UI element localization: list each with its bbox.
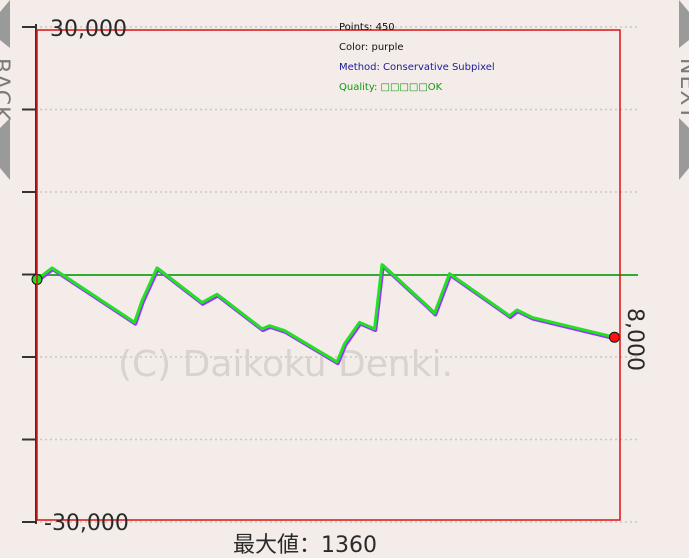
- back-label: BACK: [0, 58, 13, 122]
- next-arrow-lower-icon: [679, 118, 689, 180]
- info-color: Color: purple: [339, 42, 404, 53]
- info-quality: Quality: □□□□□OK: [339, 82, 443, 93]
- y-axis: [22, 24, 37, 524]
- back-arrow-icon: [0, 0, 10, 48]
- next-label: NEXT: [675, 58, 689, 120]
- x-end-label: 8,000: [622, 308, 647, 371]
- max-value-label: 最大値：1360: [233, 533, 377, 558]
- plot-frame: [36, 29, 621, 521]
- series-line: [36, 263, 615, 364]
- info-method: Method: Conservative Subpixel: [339, 62, 495, 73]
- info-panel: Points: 450 Color: purple Method: Conser…: [339, 22, 495, 93]
- y-max-label: 30,000: [50, 17, 127, 42]
- next-button[interactable]: NEXT: [675, 0, 689, 180]
- back-button[interactable]: BACK: [0, 0, 13, 180]
- y-min-label: -30,000: [44, 511, 129, 536]
- end-point-marker: [609, 331, 620, 343]
- next-arrow-icon: [679, 0, 689, 48]
- watermark: (C) Daikoku Denki.: [118, 344, 453, 385]
- info-points: Points: 450: [339, 22, 395, 33]
- back-arrow-lower-icon: [0, 118, 10, 180]
